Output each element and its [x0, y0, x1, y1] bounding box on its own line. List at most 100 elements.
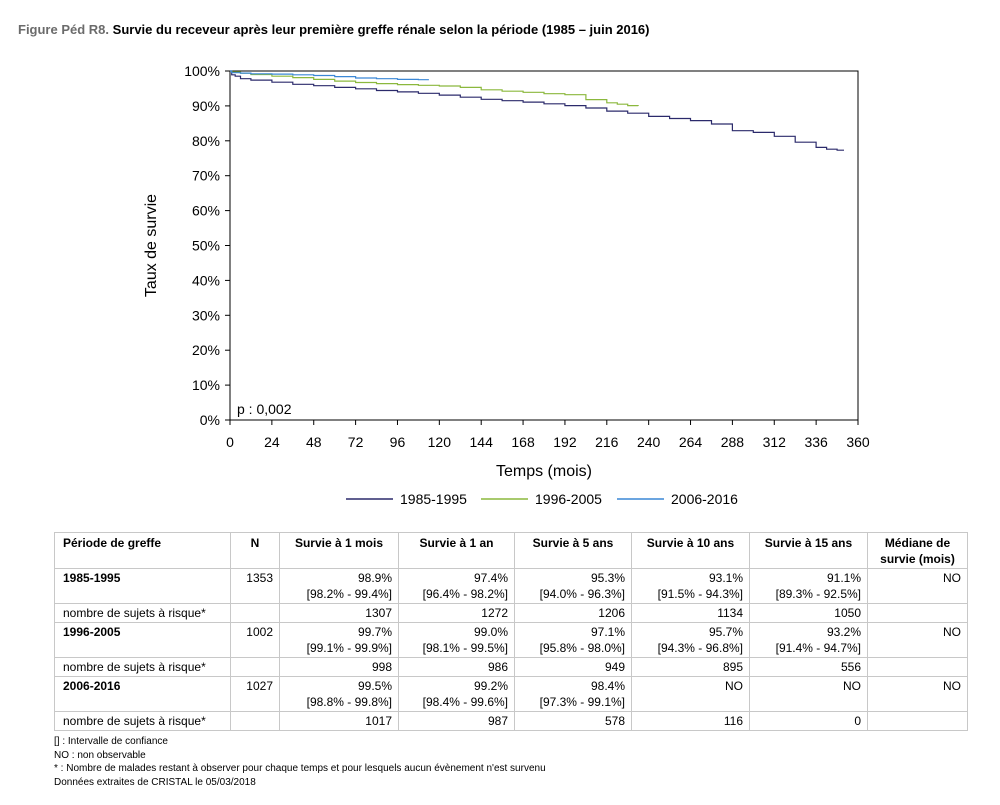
y-tick-label: 30% [192, 307, 220, 323]
confidence-interval: [96.4% - 98.2%] [422, 587, 508, 601]
x-tick-label: 48 [306, 434, 322, 450]
table-row-at-risk: nombre de sujets à risque* 1017 987 578 116 0 [54, 711, 968, 731]
median-survival: NO [867, 676, 968, 712]
confidence-interval: [99.1% - 99.9%] [306, 641, 392, 655]
period-n: 1027 [230, 676, 280, 712]
survival-cell: 93.2% [91.4% - 94.7%] [749, 622, 868, 658]
x-tick-label: 168 [511, 434, 535, 450]
x-axis-label: Temps (mois) [496, 463, 592, 480]
period-name: 2006-2016 [54, 676, 231, 712]
confidence-interval: [91.4% - 94.7%] [775, 641, 861, 655]
y-tick-label: 60% [192, 203, 220, 219]
x-tick-label: 72 [348, 434, 364, 450]
survival-value: 95.3% [590, 571, 625, 585]
period-n: 1353 [230, 568, 280, 604]
at-risk-count: 987 [398, 711, 515, 731]
header-5-years: Survie à 5 ans [514, 532, 632, 569]
y-tick-label: 90% [192, 98, 220, 114]
at-risk-label: nombre de sujets à risque* [54, 603, 231, 623]
confidence-interval: [94.0% - 96.3%] [539, 587, 625, 601]
survival-table-wrapper: Période de greffe N Survie à 1 mois Surv… [54, 532, 968, 731]
confidence-interval: [95.8% - 98.0%] [539, 641, 625, 655]
footnote-no: NO : non observable [54, 749, 146, 761]
at-risk-count: 0 [749, 711, 868, 731]
confidence-interval: [98.8% - 99.8%] [306, 695, 392, 709]
confidence-interval: [98.4% - 99.6%] [422, 695, 508, 709]
survival-cell: 95.3% [94.0% - 96.3%] [514, 568, 632, 604]
survival-cell: 95.7% [94.3% - 96.8%] [631, 622, 750, 658]
median-survival: NO [867, 622, 968, 658]
survival-cell: 99.5% [98.8% - 99.8%] [279, 676, 399, 712]
x-tick-label: 96 [390, 434, 406, 450]
series-line-1996-2005 [230, 70, 639, 107]
at-risk-count: 1307 [279, 603, 399, 623]
survival-value: 93.1% [708, 571, 743, 585]
survival-value: 97.1% [590, 625, 625, 639]
survival-cell: 91.1% [89.3% - 92.5%] [749, 568, 868, 604]
survival-cell: 97.4% [96.4% - 98.2%] [398, 568, 515, 604]
figure-title-text: Survie du receveur après leur première g… [109, 22, 650, 37]
at-risk-count: 1272 [398, 603, 515, 623]
survival-cell: 98.9% [98.2% - 99.4%] [279, 568, 399, 604]
survival-value: 95.7% [708, 625, 743, 639]
confidence-interval: [97.3% - 99.1%] [539, 695, 625, 709]
header-median: Médiane de survie (mois) [867, 532, 968, 569]
median-survival: NO [867, 568, 968, 604]
period-name: 1985-1995 [54, 568, 231, 604]
confidence-interval: [98.2% - 99.4%] [306, 587, 392, 601]
empty-cell [867, 657, 968, 677]
empty-cell [230, 603, 280, 623]
survival-value: 98.4% [590, 679, 625, 693]
at-risk-count: 116 [631, 711, 750, 731]
x-tick-label: 216 [595, 434, 619, 450]
x-tick-label: 336 [804, 434, 828, 450]
y-tick-label: 10% [192, 377, 220, 393]
y-tick-label: 20% [192, 342, 220, 358]
legend-label-2006-2016: 2006-2016 [671, 491, 738, 507]
header-10-years: Survie à 10 ans [631, 532, 750, 569]
footnote-ci: [] : Intervalle de confiance [54, 736, 168, 747]
table-row-period: 2006-2016 1027 99.5% [98.8% - 99.8%] 99.2% [9… [54, 676, 968, 712]
header-1-year: Survie à 1 an [398, 532, 515, 569]
figure-title: Figure Péd R8. Survie du receveur après … [18, 22, 650, 37]
at-risk-label: nombre de sujets à risque* [54, 711, 231, 731]
survival-value: NO [843, 679, 861, 693]
at-risk-label: nombre de sujets à risque* [54, 657, 231, 677]
y-tick-label: 80% [192, 133, 220, 149]
plot-frame [229, 70, 859, 421]
survival-cell: 99.7% [99.1% - 99.9%] [279, 622, 399, 658]
x-tick-label: 192 [553, 434, 577, 450]
footnote-source: Données extraites de CRISTAL le 05/03/20… [54, 776, 256, 788]
at-risk-count: 949 [514, 657, 632, 677]
header-n: N [230, 532, 280, 569]
survival-table: Période de greffe N Survie à 1 mois Surv… [54, 532, 968, 731]
footnotes: [] : Intervalle de confiance NO : non ob… [54, 735, 546, 789]
survival-value: 99.7% [357, 625, 392, 639]
at-risk-count: 986 [398, 657, 515, 677]
table-row-at-risk: nombre de sujets à risque* 998 986 949 895 55… [54, 657, 968, 677]
survival-cell: 98.4% [97.3% - 99.1%] [514, 676, 632, 712]
table-row-period: 1996-2005 1002 99.7% [99.1% - 99.9%] 99.0% [9… [54, 622, 968, 658]
x-tick-label: 240 [637, 434, 661, 450]
header-period: Période de greffe [54, 532, 231, 569]
table-row-period: 1985-1995 1353 98.9% [98.2% - 99.4%] 97.4% [9… [54, 568, 968, 604]
y-tick-label: 40% [192, 272, 220, 288]
x-tick-label: 264 [679, 434, 703, 450]
x-tick-label: 0 [226, 434, 234, 450]
at-risk-count: 578 [514, 711, 632, 731]
survival-cell: NO [749, 676, 868, 712]
confidence-interval: [94.3% - 96.8%] [657, 641, 743, 655]
series-line-1985-1995 [230, 70, 844, 151]
table-row-at-risk: nombre de sujets à risque* 1307 1272 1206 11… [54, 603, 968, 623]
at-risk-count: 556 [749, 657, 868, 677]
confidence-interval: [98.1% - 99.5%] [422, 641, 508, 655]
at-risk-count: 1134 [631, 603, 750, 623]
p-value-annotation: p : 0,002 [237, 401, 292, 417]
x-tick-label: 288 [721, 434, 745, 450]
confidence-interval: [89.3% - 92.5%] [775, 587, 861, 601]
survival-value: NO [725, 679, 743, 693]
survival-cell: 99.2% [98.4% - 99.6%] [398, 676, 515, 712]
y-tick-label: 100% [184, 63, 220, 79]
y-axis-label: Taux de survie [143, 194, 160, 297]
x-tick-label: 312 [763, 434, 787, 450]
